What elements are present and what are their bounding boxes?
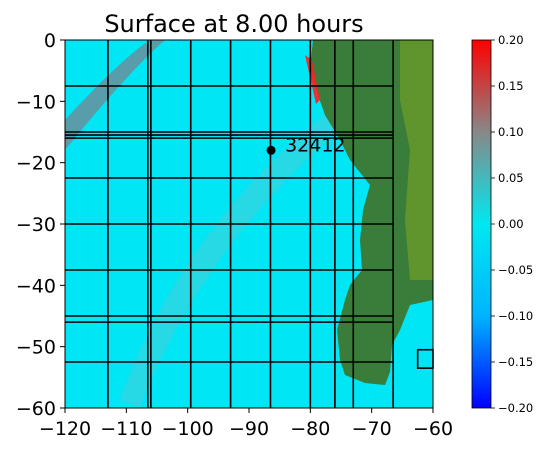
colorbar-tick-label: −0.10 (498, 309, 533, 323)
x-tick-label: −80 (290, 418, 330, 440)
colorbar-tick-label: −0.15 (498, 355, 533, 369)
colorbar-tick-label: 0.15 (498, 79, 524, 93)
y-tick-label: −20 (16, 153, 56, 175)
land-south-america (310, 40, 433, 385)
colorbar (471, 39, 492, 409)
x-tick-label: −90 (229, 418, 269, 440)
highlight-box (416, 348, 434, 369)
x-tick-label: −70 (352, 418, 392, 440)
gauge-label: 32412 (285, 134, 345, 156)
colorbar-tick-label: 0.10 (498, 125, 524, 139)
coastal-anomaly (305, 55, 320, 104)
x-tick-label: −100 (162, 418, 214, 440)
land-highlands (400, 40, 433, 280)
y-tick-label: −40 (16, 275, 56, 297)
chart-title: Surface at 8.00 hours (104, 10, 363, 38)
y-tick-label: −60 (16, 398, 56, 420)
y-tick-label: −50 (16, 337, 56, 359)
y-tick-label: −10 (16, 91, 56, 113)
colorbar-tick-label: 0.05 (498, 171, 524, 185)
plot-area (65, 40, 433, 408)
grid-lines (65, 40, 394, 408)
y-tick-label: 0 (44, 30, 56, 52)
x-tick-label: −110 (100, 418, 152, 440)
wavefront-band-faint (120, 110, 340, 408)
y-tick-label: −30 (16, 214, 56, 236)
x-tick-label: −60 (413, 418, 453, 440)
colorbar-tick-label: 0.00 (498, 217, 524, 231)
colorbar-ticks: 0.20 0.15 0.10 0.05 0.00 −0.05 −0.10 −0.15 −0.20 (491, 33, 533, 415)
y-axis: 0 −10 −20 −30 −40 −50 −60 (16, 30, 65, 420)
gauge-marker (266, 145, 276, 155)
colorbar-tick-label: 0.20 (498, 33, 524, 47)
colorbar-tick-label: −0.05 (498, 263, 533, 277)
x-axis: −120 −110 −100 −90 −80 −70 −60 (39, 408, 453, 440)
x-tick-label: −120 (39, 418, 91, 440)
colorbar-tick-label: −0.20 (498, 401, 533, 415)
